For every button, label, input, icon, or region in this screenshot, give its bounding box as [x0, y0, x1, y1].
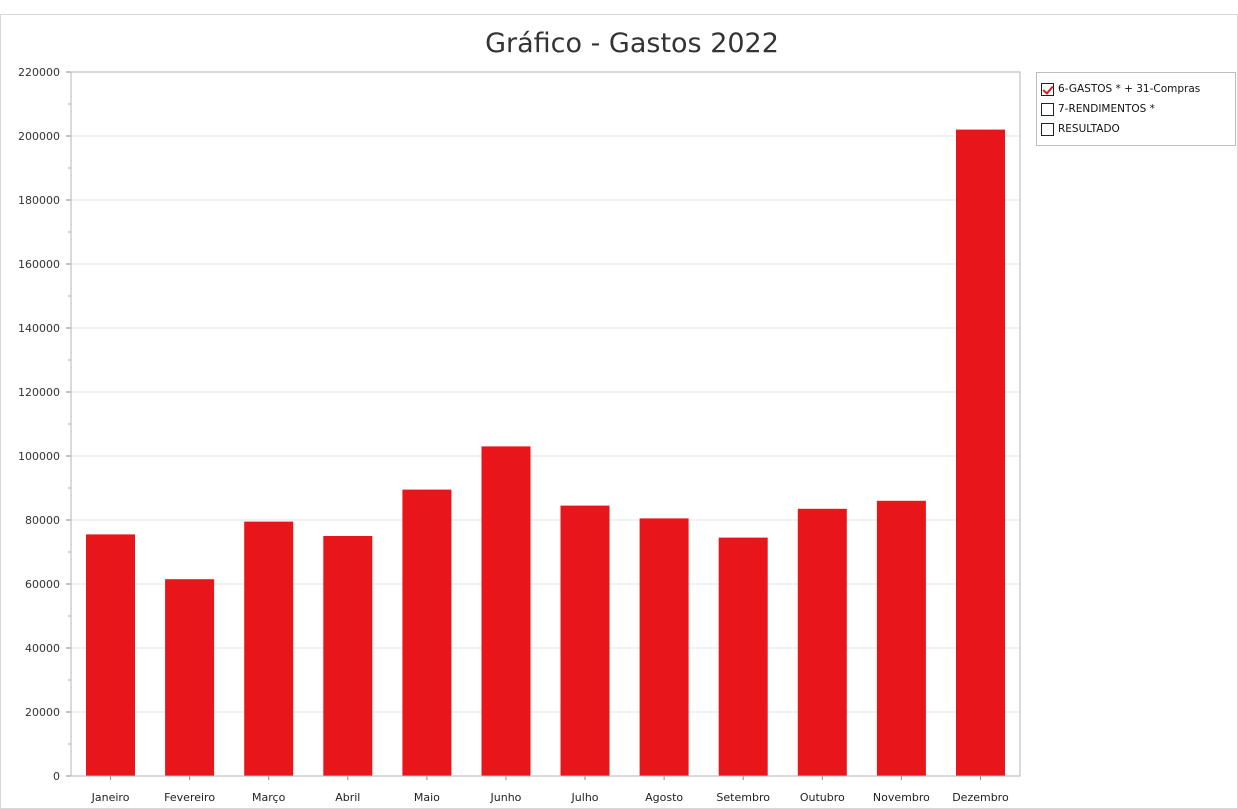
x-tick-label: Novembro: [873, 791, 930, 804]
bar-julho: [560, 505, 610, 776]
legend-label-gastos: 6-GASTOS * + 31-Compras: [1058, 83, 1201, 95]
y-tick-label: 20000: [25, 706, 60, 719]
bar-abril: [323, 536, 373, 776]
y-tick-label: 80000: [25, 514, 60, 527]
x-tick-label: Abril: [335, 791, 360, 804]
y-tick-label: 0: [53, 770, 60, 783]
grid: [71, 135, 1020, 713]
y-tick-label: 220000: [18, 66, 60, 79]
y-tick-label: 100000: [18, 450, 60, 463]
y-tick-label: 60000: [25, 578, 60, 591]
y-tick-label: 200000: [18, 130, 60, 143]
x-tick-label: Janeiro: [91, 791, 130, 804]
legend-checkbox-rendimentos[interactable]: [1041, 102, 1054, 116]
y-tick-label: 180000: [18, 194, 60, 207]
x-axis: Janeiro Fevereiro Março Abril Maio Junho Julho…: [91, 776, 1009, 804]
bar-fevereiro: [165, 579, 215, 776]
y-tick-label: 140000: [18, 322, 60, 335]
bar-novembro: [876, 500, 926, 776]
y-tick-label: 120000: [18, 386, 60, 399]
bar-agosto: [639, 518, 689, 776]
legend-item-gastos[interactable]: 6-GASTOS * + 31-Compras: [1041, 79, 1235, 99]
y-axis: 0 20000 40000 60000 80000 100000 120000 140000 1…: [18, 66, 71, 783]
x-tick-label: Agosto: [645, 791, 683, 804]
plot-area-border: [70, 71, 1021, 777]
bar-junho: [481, 446, 531, 776]
legend-item-resultado[interactable]: RESULTADO: [1041, 119, 1235, 139]
bars: [86, 129, 1005, 777]
x-tick-label: Junho: [490, 791, 522, 804]
x-tick-label: Outubro: [800, 791, 845, 804]
bar-dezembro: [956, 129, 1005, 777]
x-tick-label: Maio: [414, 791, 440, 804]
legend: 6-GASTOS * + 31-Compras 7-RENDIMENTOS * …: [1036, 72, 1236, 146]
bar-setembro: [718, 537, 768, 776]
legend-label-resultado: RESULTADO: [1058, 123, 1120, 135]
legend-item-rendimentos[interactable]: 7-RENDIMENTOS *: [1041, 99, 1235, 119]
x-tick-label: Fevereiro: [164, 791, 215, 804]
x-tick-label: Julho: [571, 791, 599, 804]
x-tick-label: Março: [252, 791, 286, 804]
bar-janeiro: [86, 534, 135, 776]
x-tick-label: Setembro: [716, 791, 770, 804]
legend-checkbox-gastos[interactable]: [1041, 82, 1054, 96]
bar-março: [244, 521, 294, 776]
y-tick-label: 160000: [18, 258, 60, 271]
legend-checkbox-resultado[interactable]: [1041, 122, 1054, 136]
chart-title: Gráfico - Gastos 2022: [485, 28, 779, 59]
x-tick-label: Dezembro: [952, 791, 1009, 804]
bar-outubro: [797, 508, 847, 776]
legend-label-rendimentos: 7-RENDIMENTOS *: [1058, 103, 1155, 115]
y-tick-label: 40000: [25, 642, 60, 655]
bar-maio: [402, 489, 452, 776]
